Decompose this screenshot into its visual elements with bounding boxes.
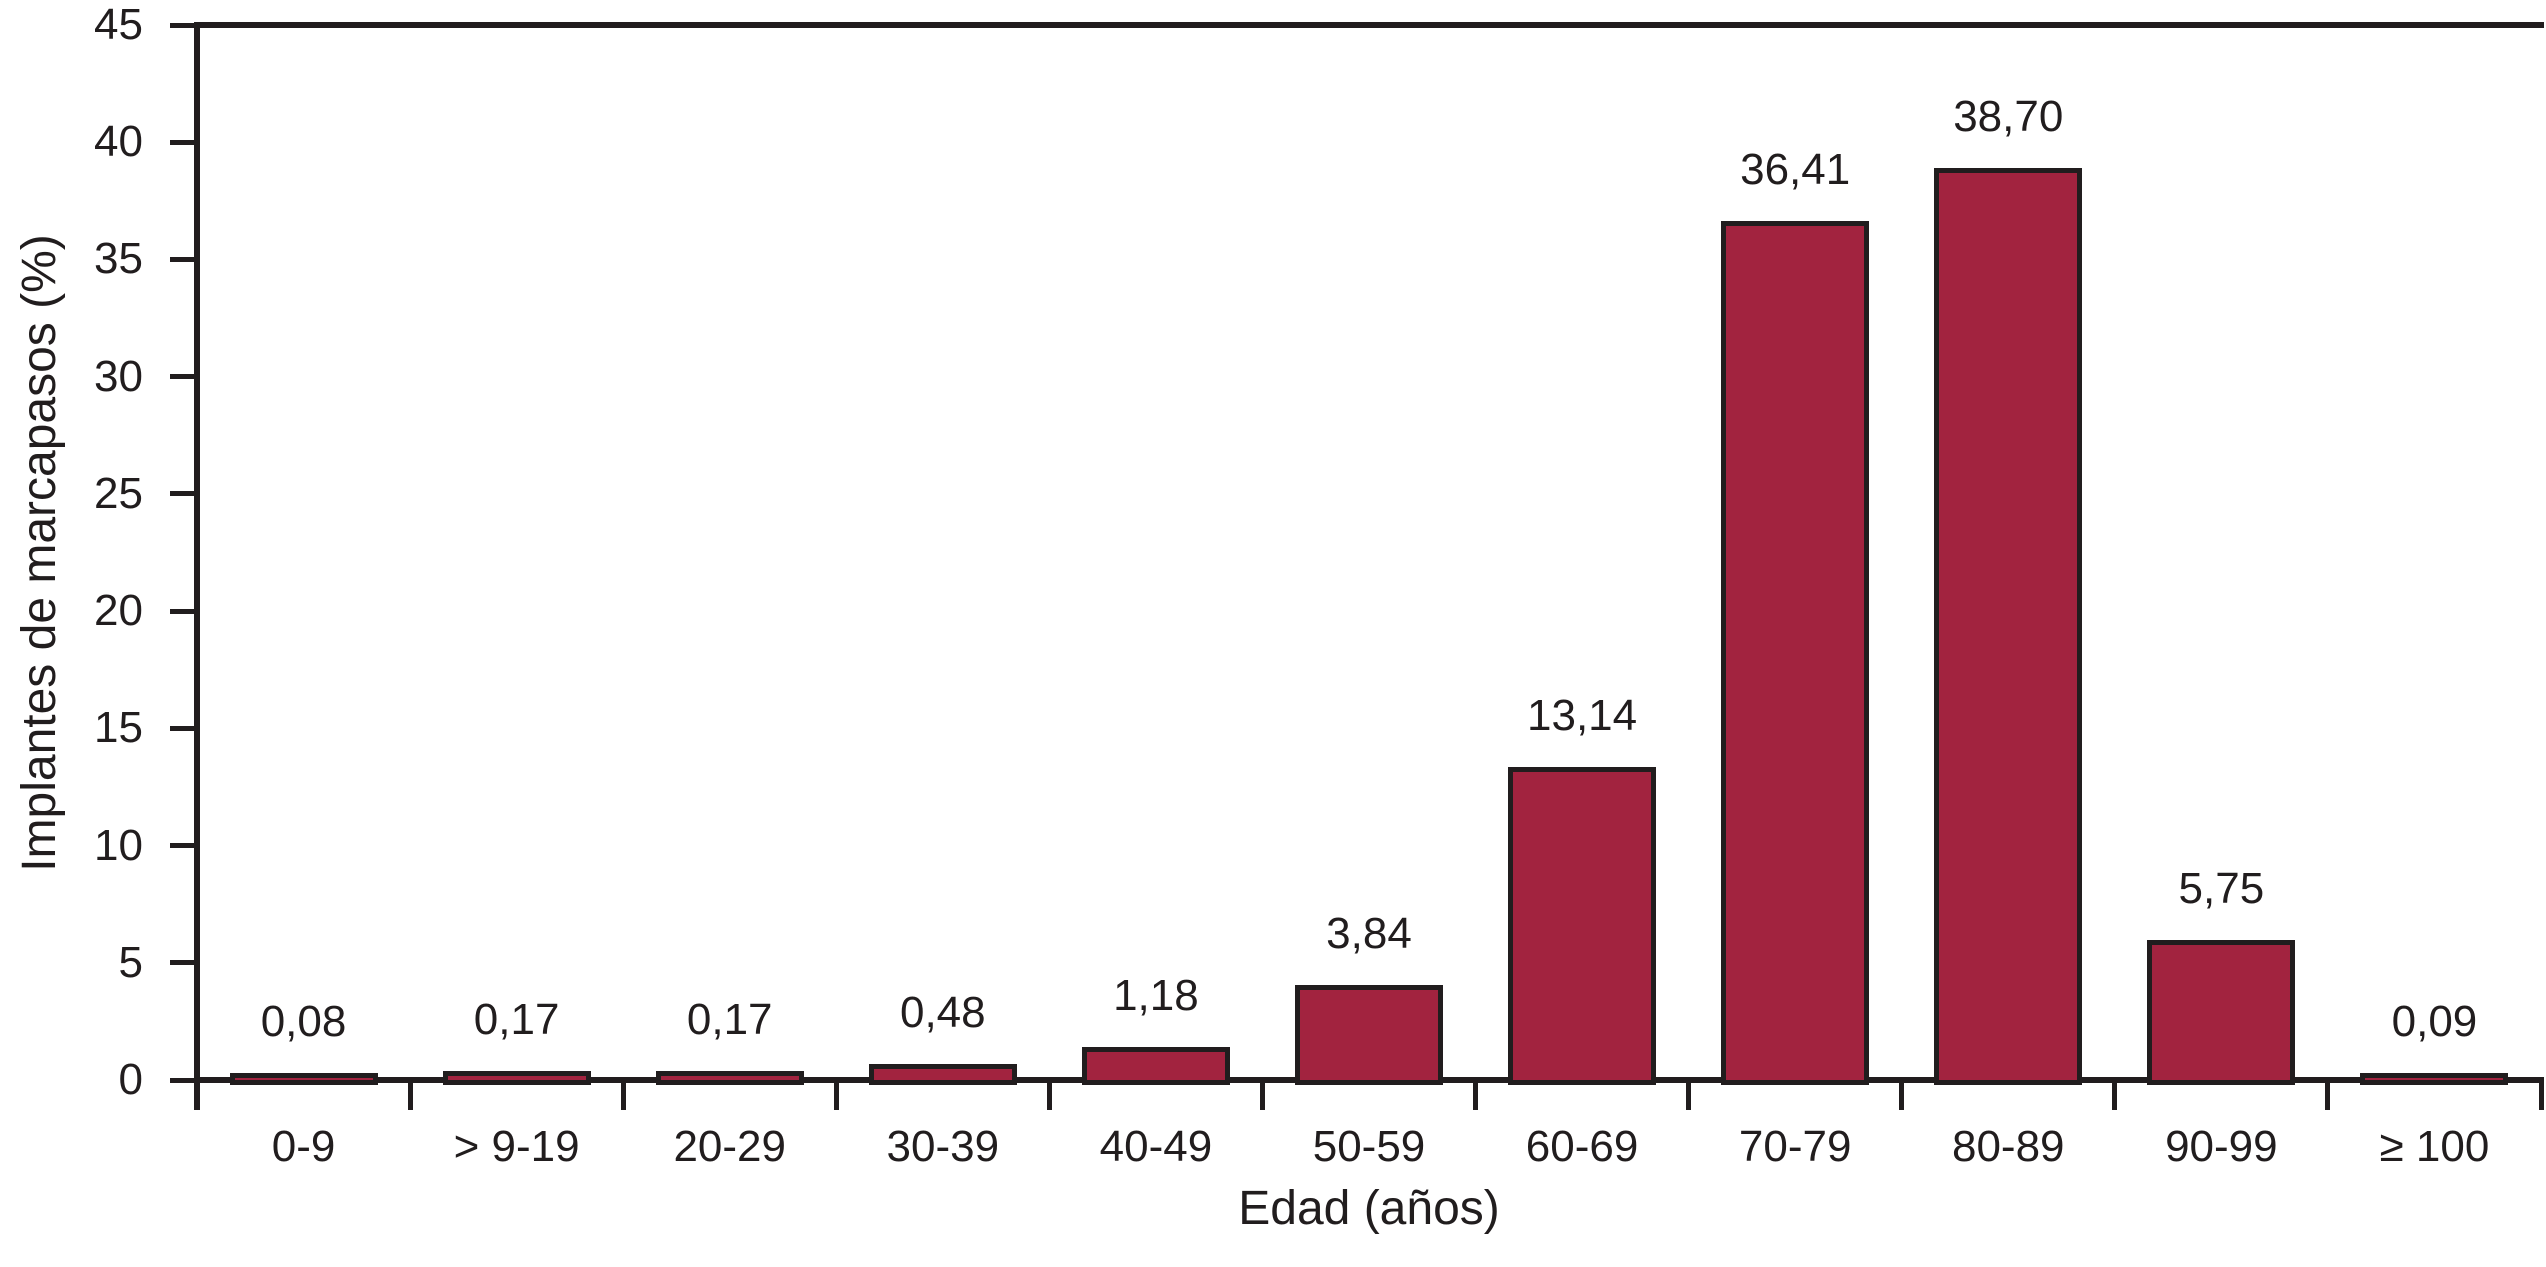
- bar-value-label: 0,17: [473, 995, 560, 1044]
- x-tick-mark: [2538, 1080, 2544, 1110]
- y-tick-mark: [170, 256, 194, 262]
- y-tick-mark: [170, 491, 194, 497]
- bar: [1721, 221, 1870, 1085]
- x-category-label: ≥ 100: [2379, 1122, 2490, 1171]
- x-category-label: 80-89: [1951, 1122, 2065, 1171]
- y-tick-mark: [170, 1077, 194, 1083]
- bar: [1295, 984, 1443, 1085]
- y-tick-label: 40: [94, 117, 143, 167]
- bar-value-label: 38,70: [1953, 91, 2064, 141]
- x-tick-mark: [1046, 1080, 1052, 1110]
- bar-value-label: 36,41: [1740, 145, 1851, 195]
- y-tick-label: 35: [94, 234, 143, 284]
- bar: [1508, 766, 1657, 1085]
- y-axis-title: Implantes de marcapasos (%): [13, 233, 66, 872]
- bar-value-label: 0,08: [260, 997, 347, 1047]
- x-category-label: 40-49: [1099, 1122, 1213, 1171]
- x-tick-mark: [2325, 1080, 2331, 1110]
- bar-value-label: 13,14: [1527, 690, 1638, 740]
- bar: [1934, 167, 2083, 1085]
- x-tick-mark: [833, 1080, 839, 1110]
- y-tick-label: 5: [118, 937, 143, 987]
- y-tick-mark: [170, 22, 194, 28]
- x-tick-mark: [1473, 1080, 1479, 1110]
- x-category-label: 70-79: [1738, 1122, 1852, 1171]
- y-tick-mark: [170, 608, 194, 614]
- bar: [229, 1073, 378, 1085]
- y-tick-label: 45: [94, 0, 143, 49]
- y-tick-mark: [170, 725, 194, 731]
- bar: [655, 1071, 804, 1085]
- x-tick-mark: [620, 1080, 626, 1110]
- bar: [2360, 1072, 2509, 1085]
- x-axis-title: Edad (años): [1238, 1182, 1500, 1235]
- x-tick-mark: [2112, 1080, 2118, 1110]
- y-tick-label: 15: [94, 703, 143, 753]
- bar-value-label: 5,75: [2178, 864, 2265, 914]
- y-tick-mark: [170, 374, 194, 380]
- x-category-label: > 9-19: [453, 1122, 580, 1171]
- x-category-label: 20-29: [673, 1122, 786, 1171]
- y-axis-line: [194, 25, 200, 1110]
- y-tick-mark: [170, 139, 194, 145]
- y-tick-mark: [170, 843, 194, 849]
- x-category-label: 90-99: [2165, 1122, 2278, 1171]
- x-category-label: 60-69: [1525, 1122, 1639, 1171]
- x-tick-mark: [1686, 1080, 1692, 1110]
- bar-value-label: 0,09: [2391, 996, 2478, 1046]
- y-tick-label: 25: [94, 468, 143, 518]
- x-tick-mark: [407, 1080, 413, 1110]
- y-tick-label: 20: [94, 586, 143, 636]
- bar-value-label: 3,84: [1326, 908, 1412, 958]
- bar-value-label: 0,17: [686, 995, 773, 1044]
- bar: [2147, 940, 2296, 1085]
- x-category-label: 50-59: [1312, 1122, 1426, 1171]
- y-tick-label: 10: [94, 820, 143, 870]
- x-category-label: 30-39: [886, 1122, 1000, 1171]
- x-tick-mark: [1899, 1080, 1905, 1110]
- y-tick-mark: [170, 960, 194, 966]
- bar-value-label: 0,48: [899, 987, 986, 1037]
- bar: [442, 1071, 591, 1085]
- x-category-label: 0-9: [271, 1122, 336, 1171]
- y-tick-label: 0: [118, 1055, 143, 1104]
- y-tick-label: 30: [94, 351, 143, 401]
- plot-top-border: [194, 22, 2544, 28]
- bar: [868, 1063, 1017, 1085]
- bar: [1081, 1047, 1230, 1085]
- x-tick-mark: [1259, 1080, 1265, 1110]
- bar-value-label: 1,18: [1113, 971, 1199, 1021]
